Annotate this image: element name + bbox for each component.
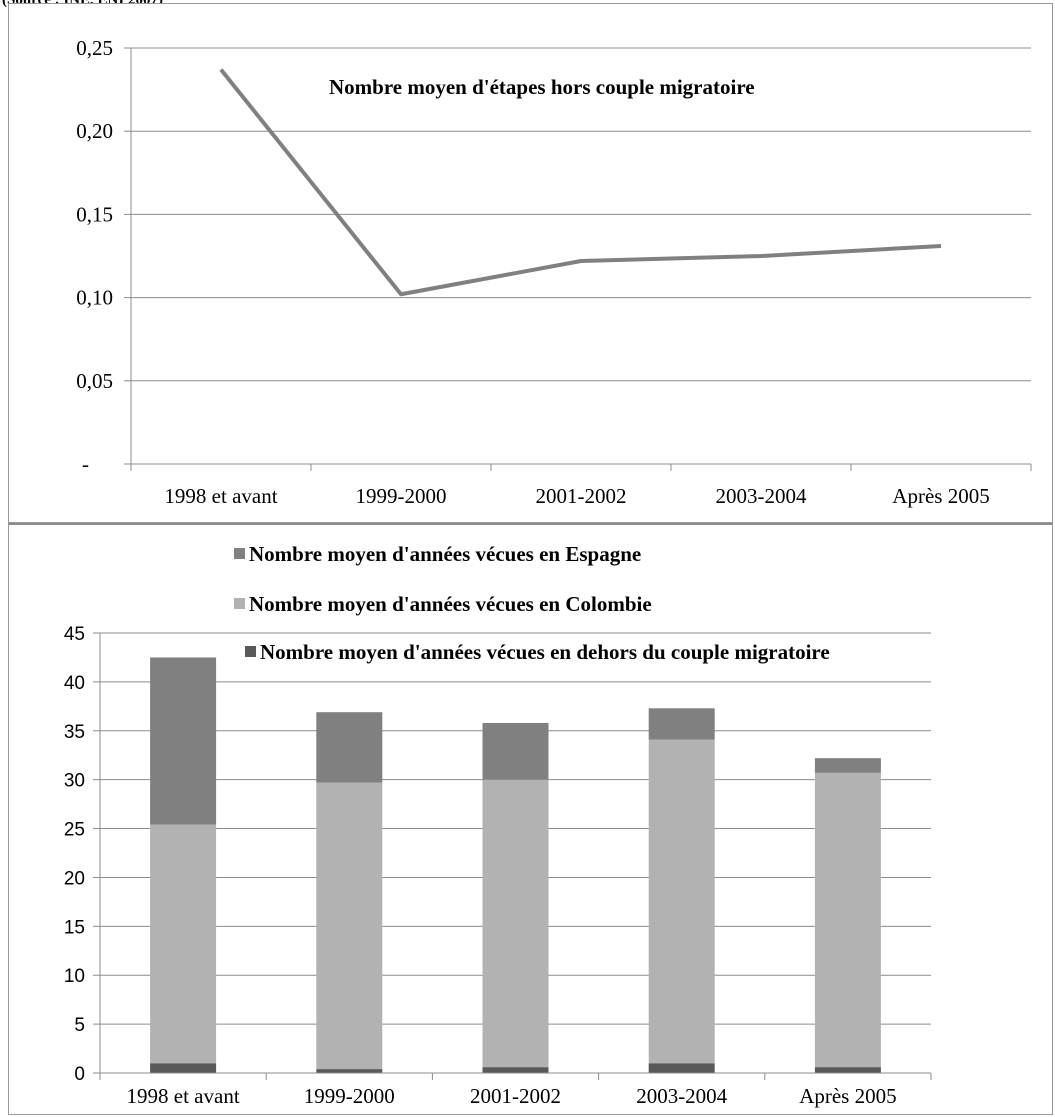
bar-segment [482,722,549,780]
bar-segment [482,779,549,1068]
x-tick-label: 1998 et avant [164,484,277,508]
x-tick-label: 1999-2000 [304,1084,395,1108]
line-chart: - 0,05 0,10 0,15 0,20 0,25 1998 et avant 1999-2… [76,36,1032,508]
y-tick-label: 15 [64,917,85,938]
bar-segment [316,1069,383,1073]
y-tick-label: 0,05 [76,369,113,393]
bar-segment [150,1063,217,1073]
y-tick-label: 0,25 [76,36,113,60]
bar-segment [814,758,881,773]
legend-label: Nombre moyen d'années vécues en Espagne [249,542,641,566]
bar-segment [482,1067,549,1073]
bar-segment [648,739,715,1064]
x-tick-label: 2001-2002 [470,1084,561,1108]
x-tick-label: 1999-2000 [356,484,447,508]
line-chart-panel: - 0,05 0,10 0,15 0,20 0,25 1998 et avant 1999-2… [8,3,1053,523]
y-tick-label: 30 [64,771,85,792]
legend-item: Nombre moyen d'années vécues en dehors d… [245,640,830,664]
y-tick-label: 10 [64,966,85,987]
y-tick-label: 40 [64,673,85,694]
bar-segment [150,657,217,825]
legend-swatch [245,646,256,657]
y-tick-label: 5 [74,1015,85,1036]
bar-segment [316,782,383,1070]
y-tick-label: - [82,452,89,476]
bar-segment [648,1063,715,1073]
x-tick-label: Après 2005 [799,1084,896,1108]
y-tick-label: 0,20 [76,119,113,143]
x-tick-label: 2003-2004 [716,484,807,508]
x-tick-label: Après 2005 [892,484,989,508]
y-tick-label: 0,10 [76,286,113,310]
legend-label: Nombre moyen d'années vécues en Colombie [249,592,652,616]
y-tick-label: 0 [74,1064,85,1085]
bar-chart-panel: 0 5 10 15 20 25 30 35 40 45 1998 et avant 1999-2000… [8,523,1053,1115]
legend-swatch [234,598,245,609]
y-tick-label: 0,15 [76,202,113,226]
chart-title: Nombre moyen d'étapes hors couple migrat… [329,75,755,99]
x-tick-label: 2001-2002 [536,484,627,508]
x-tick-label: 2003-2004 [636,1084,727,1108]
bar-segment [814,1067,881,1073]
y-tick-label: 25 [64,820,85,841]
legend-item: Nombre moyen d'années vécues en Colombie [234,592,652,616]
bar-segment [648,708,715,740]
series-line [219,68,942,297]
y-tick-label: 35 [64,722,85,743]
y-tick-label: 20 [64,868,85,889]
legend-item: Nombre moyen d'années vécues en Espagne [234,542,641,566]
bar-segment [814,772,881,1068]
bar-segment [316,712,383,783]
bar-segment [150,824,217,1064]
y-tick-label: 45 [64,624,85,645]
legend-label: Nombre moyen d'années vécues en dehors d… [260,640,830,664]
x-tick-label: 1998 et avant [127,1084,240,1108]
stacked-bar-chart: 0 5 10 15 20 25 30 35 40 45 1998 et avant 1999-2000… [64,542,932,1108]
legend-swatch [234,548,245,559]
